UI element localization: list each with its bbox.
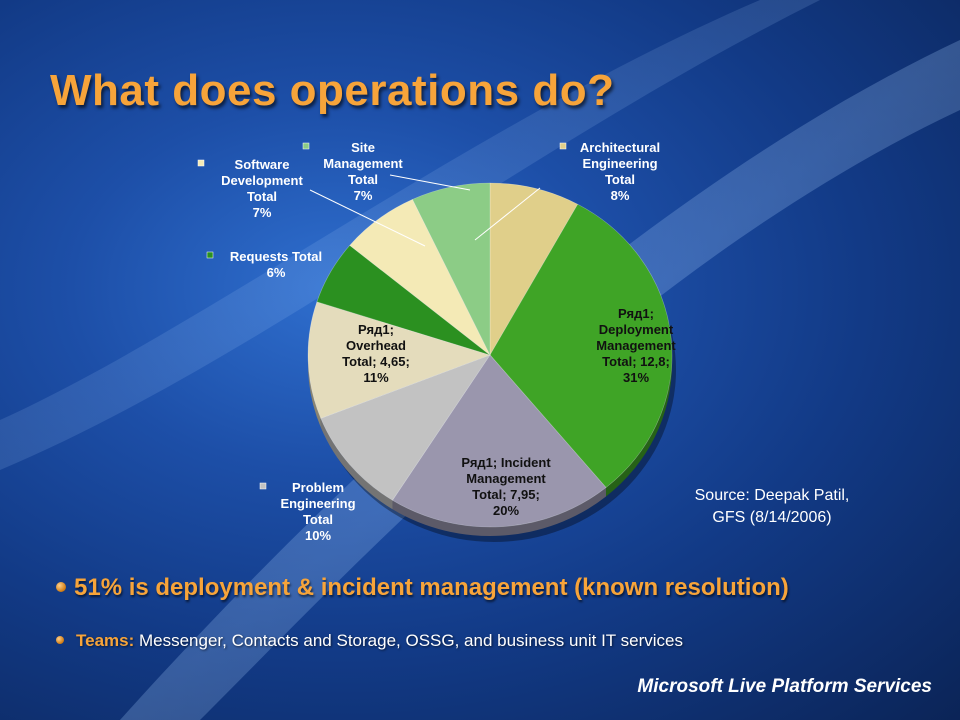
leader-line	[389, 174, 471, 191]
data-label: Site	[351, 140, 375, 155]
source-note: Source: Deepak Patil, GFS (8/14/2006)	[672, 485, 872, 529]
slide-title: What does operations do?	[50, 66, 615, 115]
data-label: Management	[323, 156, 403, 171]
data-label: 7%	[354, 188, 373, 203]
bullet-point-2: Teams: Messenger, Contacts and Storage, …	[56, 631, 683, 651]
data-label: Architectural	[580, 140, 660, 155]
pie-slice-incident-management-total	[392, 354, 607, 528]
data-label: Total	[605, 172, 635, 187]
pie-slice-deployment-management-total	[489, 203, 673, 488]
legend-marker	[259, 482, 267, 490]
bullet-1-text: 51% is deployment & incident management …	[74, 574, 789, 601]
legend-marker	[302, 142, 310, 150]
data-label: Total; 4,65;	[342, 354, 410, 369]
source-line-1: Source: Deepak Patil,	[694, 487, 850, 504]
data-label: Total	[247, 189, 277, 204]
data-label: 31%	[623, 370, 649, 385]
bullet-icon	[56, 635, 64, 644]
data-label: Total	[303, 512, 333, 527]
leader-line	[309, 189, 426, 247]
legend-marker	[206, 251, 214, 259]
pie-side-2	[392, 487, 607, 536]
teams-text: Messenger, Contacts and Storage, OSSG, a…	[134, 631, 683, 650]
pie-slice-software-development-total	[349, 198, 491, 356]
leader-line	[474, 187, 541, 241]
data-label: Total; 7,95;	[472, 487, 540, 502]
pie-slice-architectural-engineering-total	[489, 182, 579, 357]
data-label: Management	[596, 338, 676, 353]
data-label: Ряд1;	[618, 306, 654, 321]
pie-slice-requests-total	[316, 244, 491, 356]
pie-side-1	[606, 355, 672, 497]
data-label: 8%	[611, 188, 630, 203]
bullet-icon	[56, 581, 66, 592]
data-label: Ряд1;	[358, 322, 394, 337]
data-label: Total	[348, 172, 378, 187]
data-label: 7%	[253, 205, 272, 220]
data-label: 6%	[267, 265, 286, 280]
pie-side-3	[320, 418, 393, 510]
pie-slice-site-management-total	[412, 182, 491, 356]
data-label: Overhead	[346, 338, 406, 353]
pie-slice-problem-engineering-total	[320, 354, 491, 501]
data-label: Engineering	[280, 496, 355, 511]
data-label: Total; 12,8;	[602, 354, 670, 369]
data-label: 11%	[363, 370, 389, 385]
data-label: Problem	[292, 480, 344, 495]
footer-brand: Microsoft Live Platform Services	[637, 676, 932, 697]
teams-label: Teams:	[76, 631, 135, 650]
data-label: 10%	[305, 528, 331, 543]
pie-side-4	[308, 355, 321, 428]
legend-marker	[197, 159, 205, 167]
data-label: Requests Total	[230, 249, 322, 264]
legend-marker	[559, 142, 567, 150]
data-label: Deployment	[599, 322, 674, 337]
data-label: Ряд1; Incident	[461, 455, 551, 470]
pie-slice-overhead-total	[307, 301, 491, 419]
source-line-2: GFS (8/14/2006)	[712, 509, 832, 526]
data-label: Software	[235, 157, 290, 172]
data-label: Engineering	[582, 156, 657, 171]
data-label: Management	[466, 471, 546, 486]
bullet-point-1: 51% is deployment & incident management …	[56, 574, 789, 602]
data-label: 20%	[493, 503, 519, 518]
data-label: Development	[221, 173, 303, 188]
